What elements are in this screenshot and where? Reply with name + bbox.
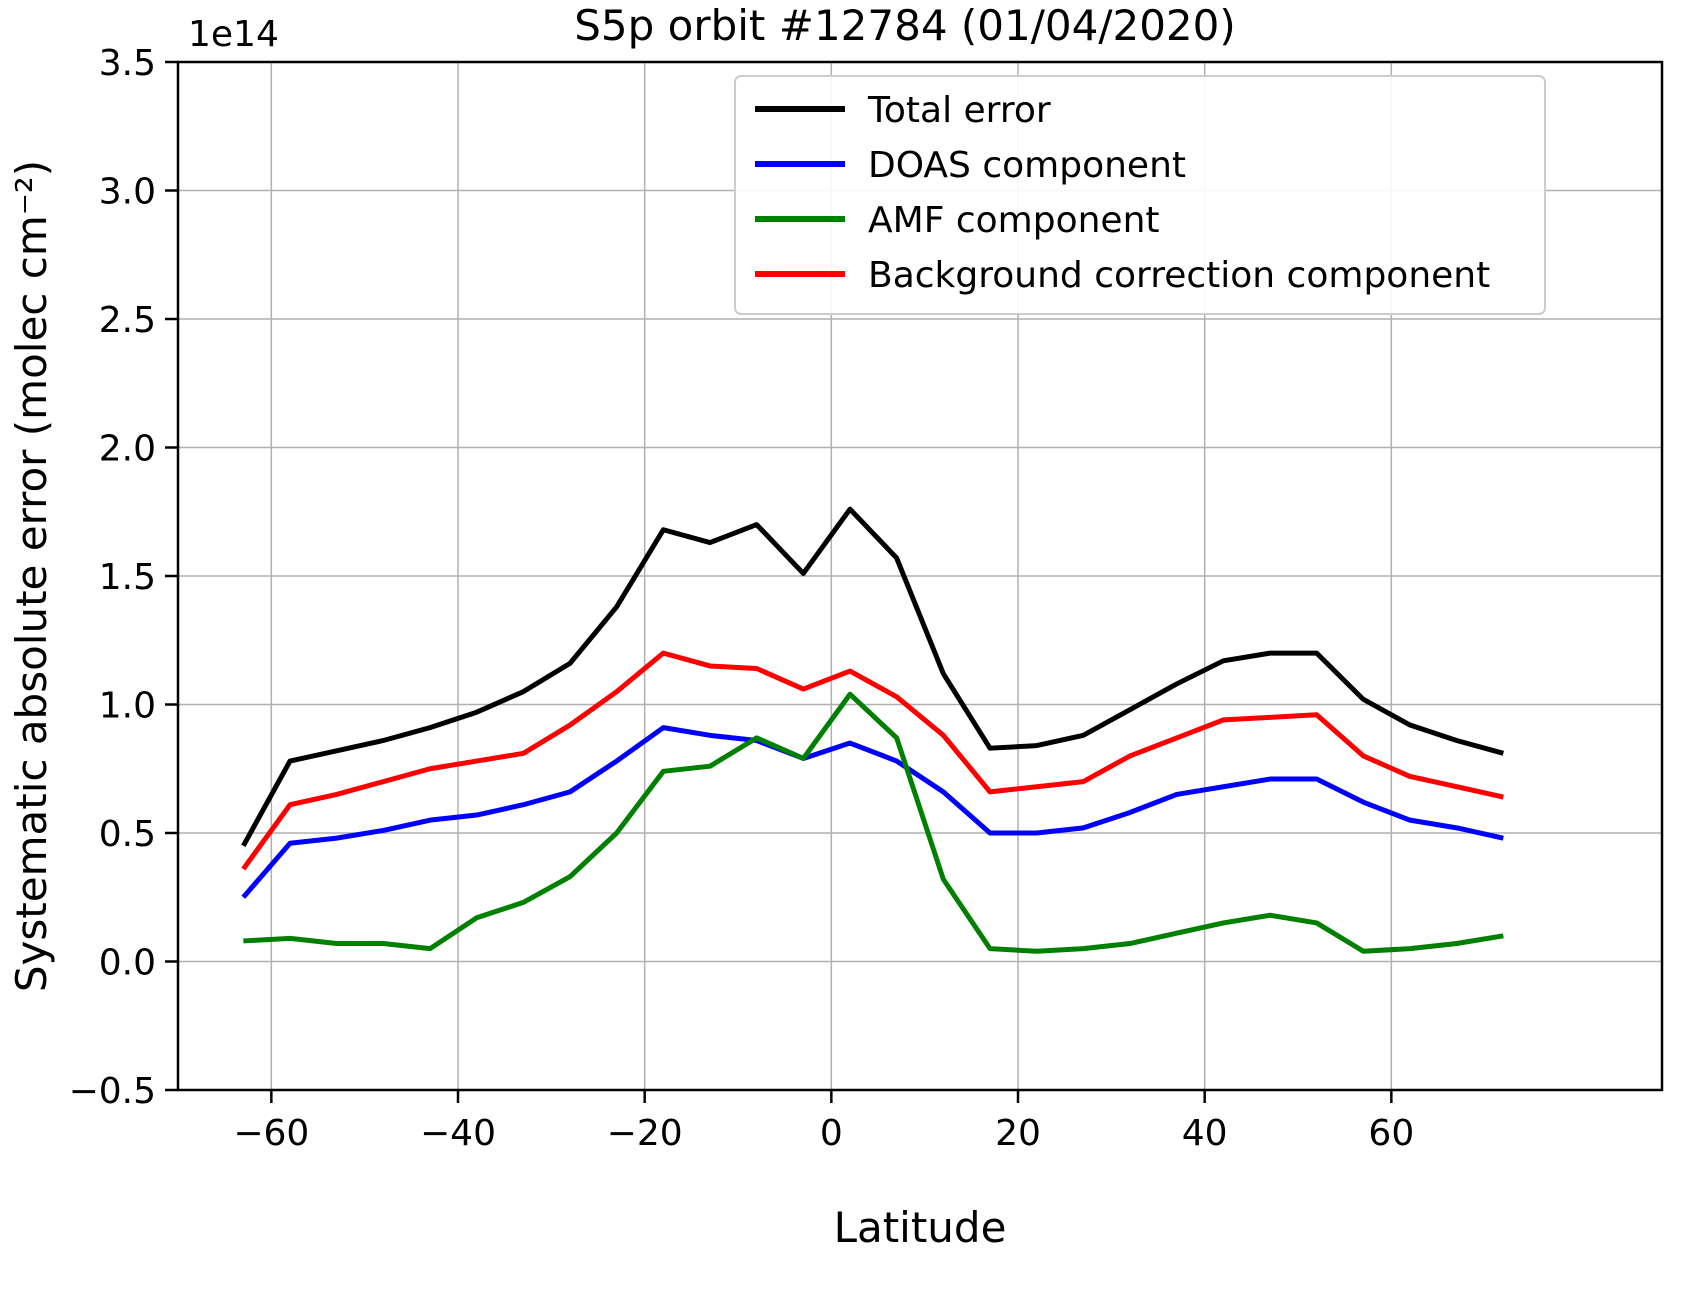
y-tick-label: 1.5 xyxy=(99,557,156,598)
y-tick-label: 1.0 xyxy=(99,686,156,727)
series-line-amf-component xyxy=(243,691,1504,954)
legend-label: AMF component xyxy=(868,200,1160,241)
legend: Total error DOAS component AMF component Ba… xyxy=(734,75,1546,315)
legend-item-total-error: Total error xyxy=(755,90,1051,131)
y-tick-label: 0.0 xyxy=(99,943,156,984)
legend-label: Total error xyxy=(867,90,1051,131)
y-tick-label: 3.5 xyxy=(99,43,156,84)
x-axis-label: Latitude xyxy=(834,1203,1007,1252)
y-tick-label: 2.5 xyxy=(99,300,156,341)
legend-label: Background correction component xyxy=(868,255,1490,296)
y-tick-label: 3.0 xyxy=(99,172,156,213)
y-tick-label: 0.5 xyxy=(99,814,156,855)
x-tick-label: −40 xyxy=(420,1113,496,1154)
x-tick-label: 40 xyxy=(1182,1113,1228,1154)
x-tick-label: −20 xyxy=(607,1113,683,1154)
legend-item-amf-component: AMF component xyxy=(755,200,1160,241)
legend-frame xyxy=(734,75,1546,315)
x-tick-label: −60 xyxy=(233,1113,309,1154)
chart-title: S5p orbit #12784 (01/04/2020) xyxy=(574,1,1236,50)
y-tick-label: 2.0 xyxy=(99,429,156,470)
series-line-total-error xyxy=(241,506,1504,848)
x-tick-label: 0 xyxy=(820,1113,843,1154)
series-line-background-correction-component xyxy=(241,650,1504,871)
x-tick-label: 60 xyxy=(1368,1113,1414,1154)
legend-item-background-correction-component: Background correction component xyxy=(755,255,1490,296)
legend-item-doas-component: DOAS component xyxy=(755,145,1186,186)
y-axis-label: Systematic absolute error (molec cm⁻²) xyxy=(7,160,56,992)
x-tick-label: 20 xyxy=(995,1113,1041,1154)
ticks-layer: −60 −40 −20 0 20 40 60 −0.5 0.0 0.5 1.0 1.5 2.0 2.5 3.… xyxy=(69,43,1415,1154)
series-line-doas-component xyxy=(241,725,1504,899)
legend-label: DOAS component xyxy=(868,145,1186,186)
series-layer xyxy=(241,506,1504,954)
y-offset-label: 1e14 xyxy=(188,14,279,55)
y-tick-label: −0.5 xyxy=(69,1071,156,1112)
